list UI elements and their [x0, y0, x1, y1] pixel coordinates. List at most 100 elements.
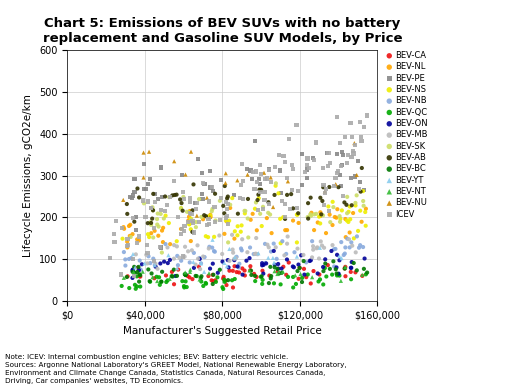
BEV-CA	[241, 273, 249, 279]
BEV-BC	[266, 264, 275, 270]
ICEV	[129, 256, 137, 262]
ICEV	[180, 196, 188, 202]
BEV-NB	[197, 260, 205, 266]
BEV-PE	[128, 195, 136, 201]
BEV-AB	[188, 207, 196, 213]
BEV-ON	[128, 275, 136, 281]
BEV-QC	[125, 285, 133, 291]
BEV-CA	[209, 278, 217, 284]
ICEV	[265, 167, 273, 173]
BEV-NL	[247, 217, 255, 223]
BEV-BC	[209, 272, 218, 278]
BEV-NB	[343, 235, 352, 242]
BEV-QC	[197, 278, 205, 284]
ICEV	[157, 207, 165, 213]
BEV-QC	[131, 282, 139, 288]
ICEV	[139, 197, 147, 203]
BEV-NB	[345, 244, 354, 251]
BEV-ON	[129, 266, 137, 273]
BEV-BC	[349, 260, 358, 266]
BEV-NL	[123, 239, 131, 245]
BEV-SK	[216, 198, 224, 204]
BEV-QC	[199, 283, 207, 289]
BEV-MB	[309, 247, 317, 253]
BEV-NL	[230, 235, 238, 242]
ICEV	[147, 205, 156, 211]
BEV-SK	[155, 223, 163, 230]
BEV-NL	[249, 211, 257, 217]
BEV-NL	[159, 239, 167, 245]
BEV-YT	[208, 237, 217, 243]
BEV-ON	[283, 256, 291, 262]
BEV-NS	[228, 195, 236, 201]
BEV-NB	[355, 245, 363, 251]
BEV-NS	[328, 199, 337, 205]
BEV-NL	[187, 238, 195, 244]
BEV-NB	[186, 259, 194, 266]
ICEV	[178, 253, 187, 259]
BEV-ON	[319, 264, 327, 270]
BEV-ON	[166, 257, 174, 263]
BEV-PE	[338, 162, 346, 168]
BEV-MB	[348, 243, 356, 249]
BEV-NT	[186, 269, 194, 275]
BEV-NS	[204, 234, 212, 240]
BEV-PE	[277, 190, 285, 196]
BEV-ON	[332, 264, 341, 271]
BEV-SK	[165, 194, 173, 200]
ICEV	[180, 228, 188, 234]
BEV-CA	[204, 273, 212, 279]
BEV-BC	[135, 271, 144, 278]
BEV-BC	[169, 273, 177, 279]
BEV-AB	[294, 210, 302, 216]
BEV-NB	[135, 257, 144, 264]
BEV-QC	[321, 265, 329, 271]
BEV-PE	[309, 155, 317, 161]
ICEV	[288, 162, 296, 168]
BEV-CA	[302, 274, 310, 280]
BEV-BC	[197, 273, 206, 279]
BEV-QC	[180, 284, 188, 291]
BEV-NS	[165, 220, 173, 226]
ICEV	[124, 242, 132, 248]
ICEV	[144, 198, 153, 205]
ICEV	[149, 258, 158, 264]
BEV-ON	[135, 267, 143, 273]
BEV-AB	[148, 215, 156, 222]
BEV-MB	[215, 232, 223, 239]
BEV-BC	[321, 261, 329, 267]
BEV-QC	[362, 271, 370, 278]
ICEV	[253, 179, 261, 186]
ICEV	[211, 219, 219, 225]
BEV-NL	[206, 214, 215, 220]
BEV-MB	[316, 239, 325, 245]
BEV-NT	[119, 275, 128, 281]
BEV-NB	[190, 250, 198, 256]
BEV-MB	[199, 254, 207, 260]
BEV-CA	[250, 271, 258, 277]
BEV-SK	[226, 201, 234, 208]
BEV-SK	[252, 199, 260, 205]
BEV-MB	[170, 242, 178, 248]
ICEV	[261, 176, 269, 182]
BEV-QC	[220, 279, 229, 285]
BEV-AB	[149, 207, 157, 213]
BEV-BC	[191, 273, 200, 279]
BEV-NB	[235, 261, 244, 267]
BEV-CA	[351, 269, 359, 276]
ICEV	[310, 157, 318, 163]
ICEV	[186, 195, 194, 201]
BEV-NB	[261, 260, 269, 266]
BEV-AB	[317, 211, 325, 217]
BEV-NT	[279, 269, 287, 275]
BEV-NL	[345, 229, 354, 235]
BEV-CA	[150, 275, 158, 281]
BEV-NS	[118, 235, 127, 242]
BEV-SK	[359, 198, 367, 204]
BEV-QC	[132, 273, 141, 279]
BEV-ON	[214, 270, 222, 276]
ICEV	[132, 240, 141, 246]
BEV-AB	[283, 192, 291, 198]
BEV-YT	[131, 264, 140, 271]
BEV-MB	[225, 258, 234, 264]
